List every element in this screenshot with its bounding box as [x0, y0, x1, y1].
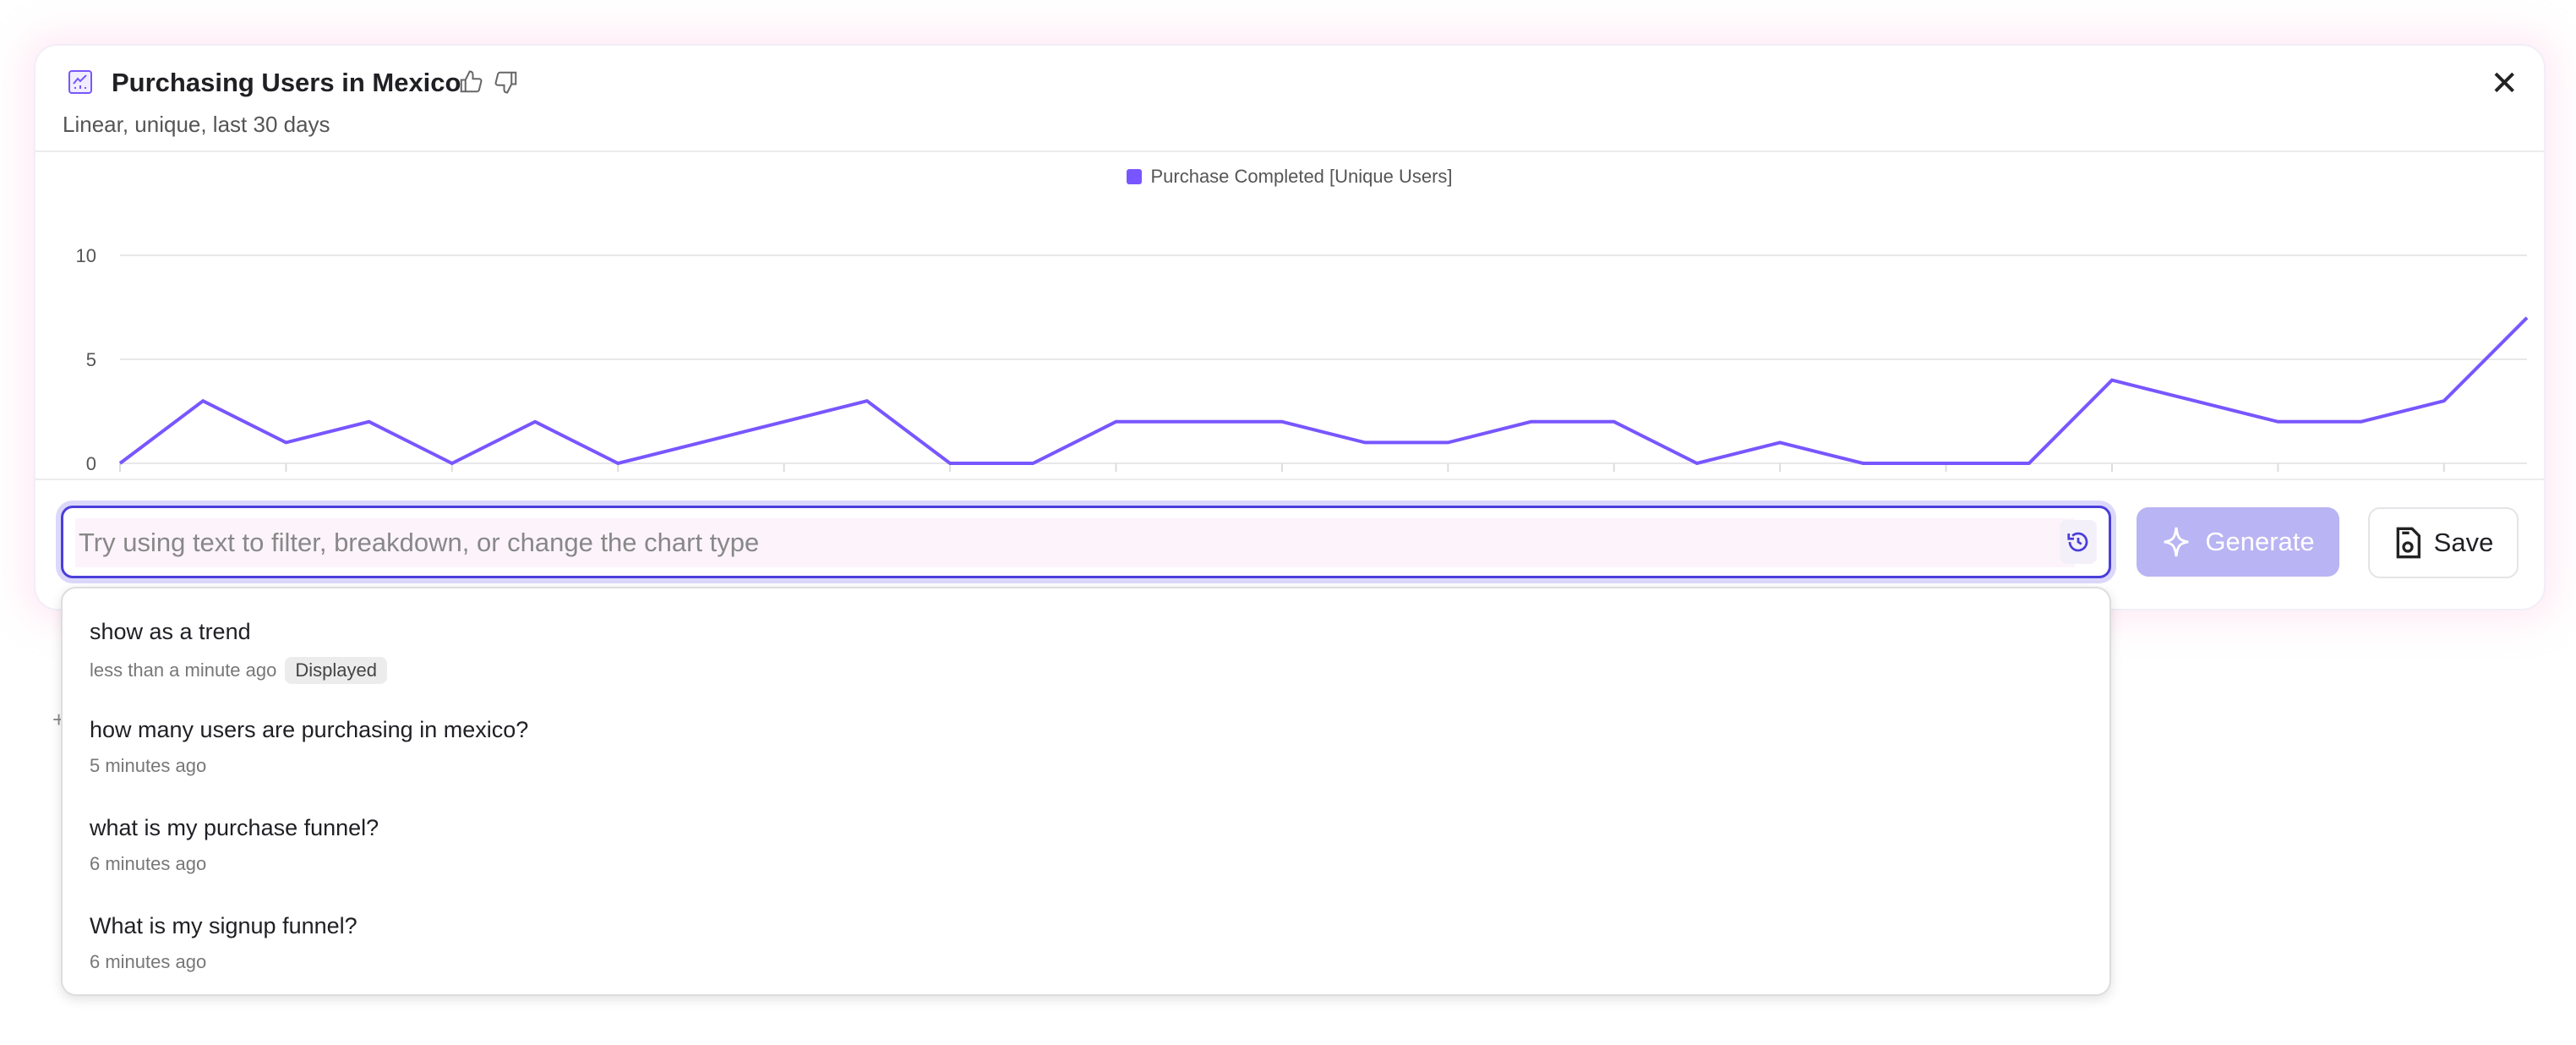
line-chart-icon — [68, 70, 92, 94]
thumbs-up-icon[interactable] — [458, 69, 483, 95]
generate-button[interactable]: Generate — [2137, 507, 2339, 577]
chart-card: Purchasing Users in Mexico ✕ Linear, uni… — [34, 44, 2546, 610]
save-label: Save — [2433, 528, 2494, 557]
divider — [35, 150, 2544, 152]
save-button[interactable]: Save — [2368, 507, 2519, 578]
history-item[interactable]: what is my purchase funnel? 6 minutes ag… — [90, 815, 379, 875]
history-item[interactable]: how many users are purchasing in mexico?… — [90, 717, 528, 777]
line-chart: 0510May 2May 4May 6May 8May 10May 12May … — [76, 245, 2529, 474]
save-icon — [2396, 527, 2420, 559]
close-icon[interactable]: ✕ — [2490, 65, 2519, 102]
prompt-input[interactable] — [75, 518, 2075, 567]
history-query: what is my purchase funnel? — [90, 815, 379, 840]
displayed-badge: Displayed — [285, 657, 387, 684]
chart-title: Purchasing Users in Mexico — [112, 68, 461, 97]
history-item[interactable]: show as a trend less than a minute ago Di… — [90, 619, 387, 684]
history-time: 6 minutes ago — [90, 853, 207, 874]
y-tick-label: 0 — [86, 453, 96, 474]
history-time: 5 minutes ago — [90, 755, 207, 776]
history-query: how many users are purchasing in mexico? — [90, 717, 529, 742]
chart-subtitle: Linear, unique, last 30 days — [63, 112, 330, 137]
prompt-input-wrapper — [61, 506, 2111, 578]
legend-label: Purchase Completed [Unique Users] — [1150, 166, 1453, 187]
y-tick-label: 5 — [86, 349, 96, 370]
history-dropdown: show as a trend less than a minute ago Di… — [61, 587, 2111, 996]
y-tick-label: 10 — [76, 245, 96, 266]
series-line — [118, 316, 2529, 466]
history-button[interactable] — [2060, 520, 2097, 564]
history-query: show as a trend — [90, 619, 251, 644]
history-item[interactable]: What is my signup funnel? 6 minutes ago — [90, 913, 357, 973]
generate-label: Generate — [2205, 527, 2315, 556]
chart-legend[interactable]: Purchase Completed [Unique Users] — [35, 166, 2544, 188]
history-time: 6 minutes ago — [90, 951, 207, 972]
history-time: less than a minute ago — [90, 659, 277, 681]
history-query: What is my signup funnel? — [90, 913, 357, 938]
history-icon — [2067, 532, 2088, 552]
sparkle-icon — [2164, 527, 2189, 557]
thumbs-down-icon[interactable] — [494, 69, 519, 95]
divider — [35, 479, 2544, 480]
legend-swatch — [1127, 169, 1143, 184]
